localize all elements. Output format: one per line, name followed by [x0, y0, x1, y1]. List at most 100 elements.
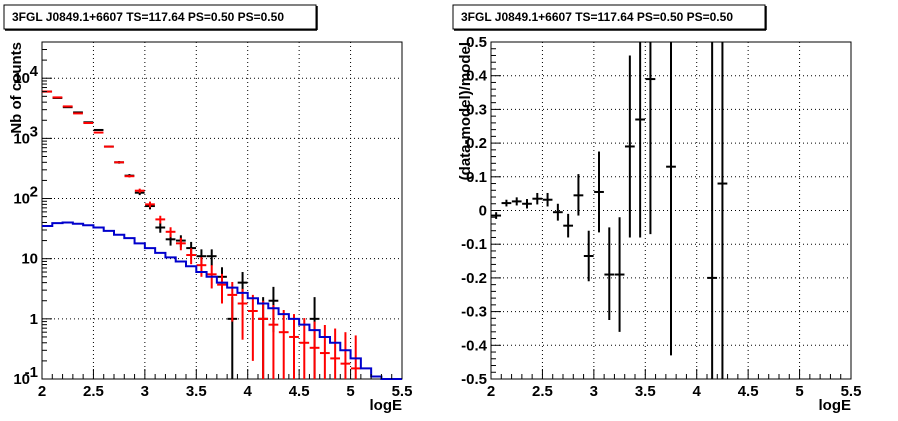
- data-point: [155, 223, 166, 233]
- data-marks: [491, 42, 728, 379]
- x-tick-label: 3: [141, 383, 149, 400]
- plot-frame: [41, 41, 403, 380]
- model-point: [268, 304, 279, 379]
- data-point: [624, 55, 635, 238]
- data-point: [552, 203, 563, 221]
- model-point: [186, 248, 197, 265]
- y-tick-label: 10: [21, 251, 38, 268]
- x-tick-label: 5.5: [392, 383, 413, 400]
- chart-title: 3FGL J0849.1+6607 TS=117.64 PS=0.50 PS=0…: [461, 10, 733, 24]
- grid-lines: [42, 42, 402, 379]
- data-marks: [42, 90, 402, 380]
- y-tick-label: -0.4: [461, 337, 488, 354]
- model-point: [114, 161, 125, 164]
- y-axis-title: (data-model)/model: [457, 42, 474, 180]
- y-tick-exponent: 2: [30, 184, 38, 201]
- model-point: [217, 273, 227, 304]
- data-point: [707, 42, 718, 379]
- model-point: [103, 145, 114, 148]
- x-tick-label: 4: [244, 383, 253, 400]
- y-tick-exponent: -1: [25, 364, 38, 381]
- y-tick-label: -0.3: [461, 304, 487, 321]
- data-point: [594, 151, 604, 233]
- y-tick-label: -0.1: [461, 236, 487, 253]
- model-point: [155, 215, 166, 224]
- data-point: [522, 199, 532, 209]
- chart-title: 3FGL J0849.1+6607 TS=117.64 PS=0.50 PS=0…: [12, 10, 284, 24]
- data-point: [666, 42, 676, 356]
- data-point: [501, 199, 512, 207]
- y-tick-label: 1: [30, 311, 38, 328]
- data-point: [511, 197, 522, 206]
- x-tick-label: 2.5: [532, 383, 553, 400]
- y-tick-label: 0: [479, 203, 487, 220]
- model-point: [196, 257, 207, 277]
- model-point: [278, 310, 289, 379]
- x-tick-labels: 2 2.5 3 3.5 4 4.5 5 5.5: [487, 383, 862, 400]
- model-point: [319, 325, 330, 379]
- y-tick-exponent: 4: [30, 63, 39, 80]
- model-point: [165, 227, 176, 238]
- model-point: [237, 288, 248, 340]
- model-point: [175, 237, 186, 251]
- y-tick-label: 0.5: [466, 34, 487, 51]
- data-point: [532, 192, 543, 205]
- data-point: [93, 128, 104, 131]
- x-tick-label: 4.5: [738, 383, 759, 400]
- model-point: [330, 328, 341, 379]
- x-tick-label: 3.5: [186, 383, 207, 400]
- data-point: [491, 212, 502, 219]
- model-point: [62, 105, 73, 108]
- data-point: [563, 213, 574, 238]
- data-point: [717, 42, 728, 379]
- model-point: [350, 335, 361, 379]
- y-tick-label: 10: [13, 191, 30, 208]
- x-tick-label: 5: [795, 383, 803, 400]
- y-tick-labels: -0.5 -0.4 -0.3 -0.2 -0.1 0 0.1 0.2 0.3 0.4 0.5: [461, 34, 488, 388]
- x-tick-labels: 2 2.5 3 3.5 4 4.5 5 5.5: [38, 383, 413, 400]
- model-point: [309, 321, 320, 379]
- axis-ticks: [41, 41, 403, 380]
- x-tick-label: 4: [693, 383, 702, 400]
- model-point: [340, 332, 351, 379]
- data-point: [645, 42, 656, 235]
- y-tick-label: -0.5: [461, 371, 487, 388]
- x-tick-label: 3.5: [635, 383, 656, 400]
- y-axis-title: Nb of counts: [8, 42, 25, 134]
- data-point: [635, 42, 646, 238]
- model-point: [83, 122, 94, 125]
- model-point: [124, 175, 135, 178]
- y-tick-label: 10: [13, 70, 30, 87]
- model-point: [258, 300, 269, 379]
- x-tick-label: 5.5: [841, 383, 862, 400]
- axis-ticks: [490, 41, 852, 380]
- x-tick-label: 4.5: [289, 383, 310, 400]
- y-tick-label: 0.2: [466, 135, 487, 152]
- y-tick-label: 0.4: [466, 68, 488, 85]
- data-point: [206, 249, 217, 266]
- x-tick-label: 5: [346, 383, 354, 400]
- y-tick-label: 10: [13, 371, 30, 388]
- data-point: [604, 227, 615, 321]
- model-point: [93, 131, 104, 134]
- data-point: [583, 230, 594, 282]
- model-point: [289, 314, 299, 379]
- x-tick-label: 2.5: [83, 383, 104, 400]
- residuals-panel: 2 2.5 3 3.5 4 4.5 5 5.5 -0.5 -0.4 -0.3 -0.2 -0.1 0 0.…: [452, 4, 862, 414]
- data-point: [614, 217, 625, 332]
- x-tick-label: 2: [487, 383, 495, 400]
- y-tick-label: 10: [13, 130, 30, 147]
- x-tick-label: 3: [590, 383, 598, 400]
- x-tick-label: 2: [38, 383, 46, 400]
- model-point: [247, 294, 258, 361]
- y-tick-exponent: 3: [30, 123, 38, 140]
- model-point: [299, 318, 310, 379]
- data-point: [542, 192, 553, 207]
- y-tick-label: 0.1: [466, 169, 487, 186]
- y-tick-label: 0.3: [466, 101, 487, 118]
- model-point: [134, 188, 145, 193]
- model-point: [73, 112, 83, 115]
